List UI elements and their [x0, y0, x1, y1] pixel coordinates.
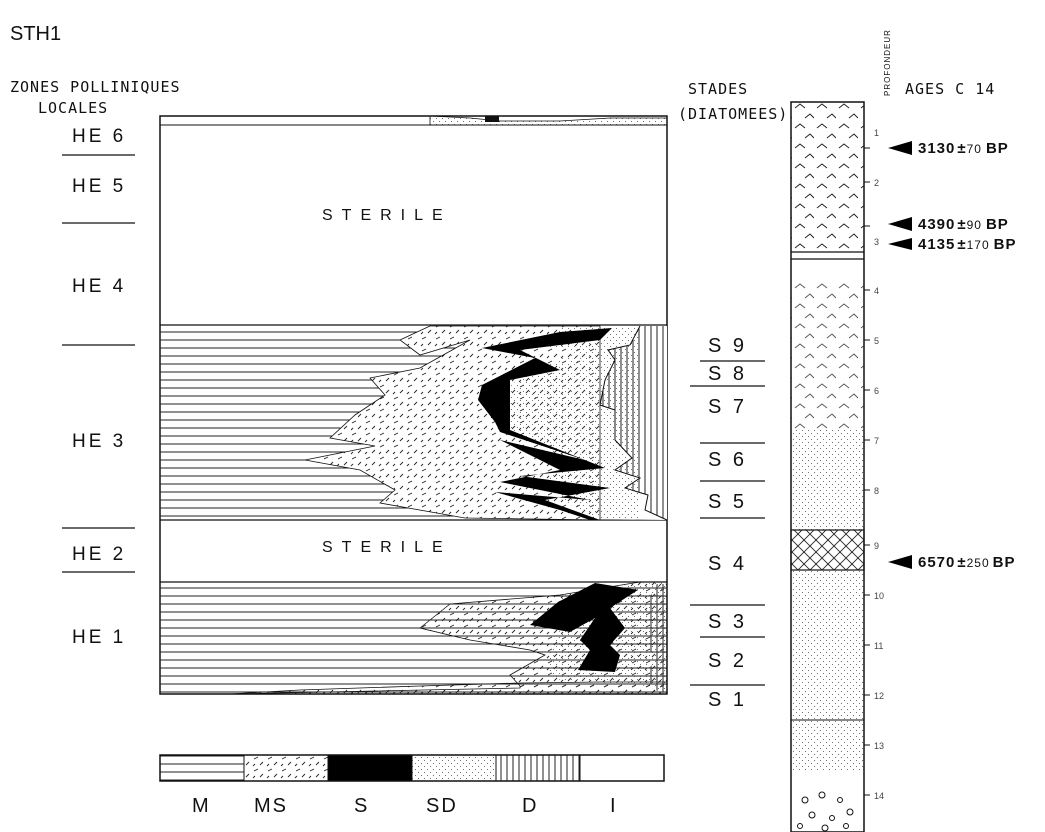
upper-d-edge	[599, 325, 668, 521]
zone-label-he3: HE 3	[72, 431, 126, 452]
stage-label-s6: S 6	[708, 449, 747, 471]
zone-label-he1: HE 1	[72, 627, 126, 648]
depth-tick-13: 13	[874, 741, 884, 751]
depth-tick-14: 14	[874, 791, 884, 801]
litho-dots-mid	[791, 430, 864, 530]
legend-label-ms: MS	[254, 795, 288, 817]
legend-label-s: S	[354, 795, 369, 817]
legend-label-m: M	[192, 795, 211, 817]
zone-label-he5: HE 5	[72, 176, 126, 197]
stage-label-s2: S 2	[708, 650, 747, 672]
lower-d-fill	[645, 584, 667, 694]
arrow-left-icon	[888, 217, 912, 231]
legend-swatch-sd	[412, 755, 496, 781]
depth-tick-3: 3	[874, 237, 879, 247]
legend-swatch-d	[496, 755, 580, 781]
depth-tick-9: 9	[874, 541, 879, 551]
depth-header: PROFONDEUR	[883, 29, 892, 96]
depth-tick-1: 1	[874, 128, 879, 138]
age-marker-1: 3130 ±70 BP	[888, 140, 1009, 157]
stage-label-s3: S 3	[708, 611, 747, 633]
litho-caret-upper	[791, 102, 864, 252]
age-value-3: 4135	[918, 236, 955, 253]
legend: M MS S SD D I	[159, 754, 665, 817]
stage-label-s4: S 4	[708, 553, 747, 575]
lower-s-dark	[530, 583, 638, 672]
age-value-2: 4390	[918, 216, 955, 233]
top-band-fill	[429, 115, 668, 126]
sterile-label-lower: STERILE	[322, 539, 452, 556]
lower-bottom-sliver	[229, 681, 668, 695]
ages-header: AGES C 14	[905, 80, 995, 98]
stage-separators	[690, 360, 765, 686]
stage-label-s5: S 5	[708, 491, 747, 513]
legend-label-d: D	[522, 795, 538, 817]
litho-caret-mid	[791, 280, 864, 430]
legend-swatch-ms	[244, 755, 328, 781]
stage-label-s9: S 9	[708, 335, 747, 357]
age-value-1: 3130	[918, 140, 955, 157]
age-unit-4: BP	[993, 554, 1016, 571]
zones-header-line1: ZONES POLLINIQUES	[10, 78, 181, 96]
figure-title: STH1	[10, 23, 61, 45]
legend-label-i: I	[610, 795, 618, 817]
legend-swatch-m	[160, 755, 244, 781]
zone-label-he2: HE 2	[72, 544, 126, 565]
depth-tick-11: 11	[874, 641, 883, 651]
age-unit-3: BP	[994, 236, 1017, 253]
stages-header-line1: STADES	[688, 80, 748, 98]
legend-swatch-s	[328, 755, 412, 781]
age-err-3: 170	[967, 238, 990, 252]
depth-tick-8: 8	[874, 486, 879, 496]
age-unit-2: BP	[986, 216, 1009, 233]
depth-tick-5: 5	[874, 336, 879, 346]
age-err-4: 250	[967, 556, 990, 570]
depth-ticks	[864, 147, 870, 796]
arrow-left-icon	[888, 555, 912, 569]
depth-tick-2: 2	[874, 178, 879, 188]
age-marker-4: 6570 ±250 BP	[888, 554, 1015, 571]
stage-label-s1: S 1	[708, 689, 747, 711]
sterile-label-upper: STERILE	[322, 207, 452, 224]
diagram-panel	[159, 115, 668, 695]
stages-header-line2: (DIATOMEES)	[678, 105, 788, 123]
legend-swatch-i	[580, 755, 664, 781]
upper-s-dark	[478, 328, 612, 520]
age-err-2: 90	[967, 218, 982, 232]
zones-header-line2: LOCALES	[38, 99, 108, 117]
depth-tick-10: 10	[874, 591, 884, 601]
age-err-1: 70	[967, 142, 982, 156]
top-band-dark	[485, 116, 499, 122]
depth-tick-6: 6	[874, 386, 879, 396]
litho-thin-band	[791, 253, 864, 258]
depth-tick-7: 7	[874, 436, 879, 446]
upper-d-fill	[600, 326, 667, 520]
zone-label-he4: HE 4	[72, 276, 126, 297]
stage-label-s7: S 7	[708, 396, 747, 418]
arrow-left-icon	[888, 238, 912, 250]
depth-tick-4: 4	[874, 286, 879, 296]
litho-cross-band	[790, 529, 865, 571]
stage-label-s8: S 8	[708, 363, 747, 385]
litho-gravel	[797, 791, 854, 832]
arrow-left-icon	[888, 141, 912, 155]
litho-dots-lower	[791, 570, 864, 770]
lithology-column	[790, 101, 865, 832]
zone-label-he6: HE 6	[72, 126, 126, 147]
legend-label-sd: SD	[426, 795, 458, 817]
depth-tick-12: 12	[874, 691, 884, 701]
zone-separators	[62, 154, 135, 573]
age-marker-3: 4135 ±170 BP	[888, 236, 1016, 253]
age-marker-2: 4390 ±90 BP	[888, 216, 1009, 233]
age-value-4: 6570	[918, 554, 955, 571]
age-unit-1: BP	[986, 140, 1009, 157]
